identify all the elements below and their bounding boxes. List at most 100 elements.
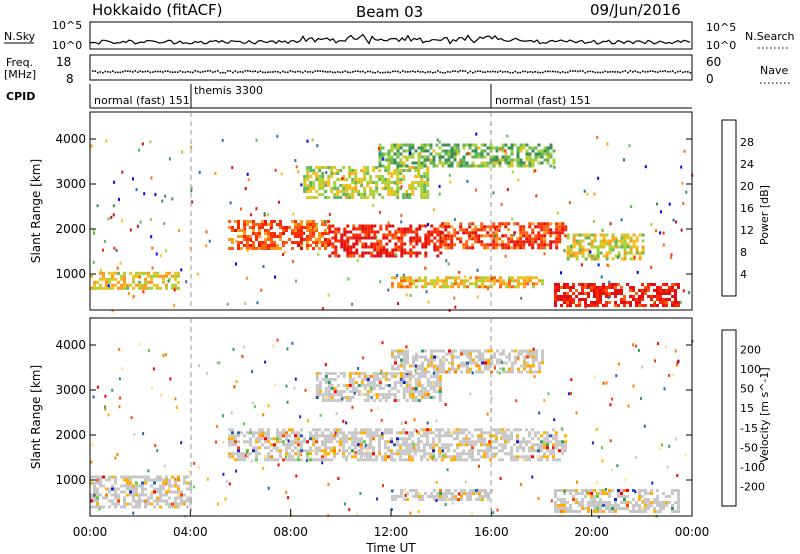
echo-cell xyxy=(444,222,448,226)
echo-cell xyxy=(614,501,617,504)
echo-cell xyxy=(444,243,448,247)
echo-cell xyxy=(372,434,375,438)
echo-cell xyxy=(602,236,606,240)
echo-cell xyxy=(262,413,265,417)
echo-cell xyxy=(543,452,546,456)
echo-cell xyxy=(466,367,469,371)
echo-cell xyxy=(450,234,454,238)
freq-point xyxy=(624,70,627,72)
echo-cell xyxy=(330,378,334,381)
echo-cell xyxy=(487,287,489,291)
echo-cell xyxy=(513,143,517,147)
echo-cell xyxy=(444,234,448,238)
freq-point xyxy=(582,70,584,72)
echo-cell xyxy=(390,455,393,459)
freq-point xyxy=(354,70,357,72)
echo-cell xyxy=(414,396,418,399)
freq-point xyxy=(172,71,174,74)
echo-cell xyxy=(677,286,680,289)
echo-cell xyxy=(360,181,364,184)
echo-cell xyxy=(566,286,569,289)
echo-cell xyxy=(324,440,327,444)
echo-cell xyxy=(126,484,129,488)
echo-cell xyxy=(174,283,177,287)
echo-cell xyxy=(414,446,417,450)
echo-cell xyxy=(347,277,350,281)
echo-cell xyxy=(120,484,123,488)
echo-cell xyxy=(590,489,593,492)
echo-cell xyxy=(417,169,421,172)
echo-cell xyxy=(493,352,496,356)
echo-cell xyxy=(221,138,224,142)
echo-cell xyxy=(535,349,538,353)
echo-cell xyxy=(596,292,599,295)
echo-cell xyxy=(316,223,318,227)
echo-cell xyxy=(391,254,395,258)
echo-cell xyxy=(378,452,381,456)
echo-cell xyxy=(477,452,480,456)
echo-cell xyxy=(563,510,566,513)
freq-point xyxy=(524,70,527,73)
echo-cell xyxy=(620,257,624,261)
echo-cell xyxy=(609,222,612,226)
echo-cell xyxy=(557,498,560,501)
echo-cell xyxy=(362,356,365,360)
echo-cell xyxy=(363,440,366,444)
echo-cell xyxy=(117,286,120,290)
echo-cell xyxy=(540,440,543,444)
echo-cell xyxy=(396,149,400,153)
echo-cell xyxy=(532,364,535,368)
echo-cell xyxy=(614,504,617,507)
echo-cell xyxy=(378,164,382,168)
echo-cell xyxy=(240,235,243,238)
echo-cell xyxy=(444,455,447,459)
freq-point xyxy=(522,70,524,73)
echo-cell xyxy=(354,181,358,184)
echo-cell xyxy=(93,490,96,494)
echo-cell xyxy=(629,257,633,261)
echo-cell xyxy=(677,507,680,510)
echo-cell xyxy=(441,428,444,432)
echo-cell xyxy=(378,193,382,196)
colorbar-tick-label: -15 xyxy=(740,422,758,435)
echo-cell xyxy=(258,229,261,232)
echo-cell xyxy=(602,501,605,504)
echo-cell xyxy=(441,446,444,450)
echo-cell xyxy=(438,455,441,459)
echo-cell xyxy=(408,193,412,196)
echo-cell xyxy=(285,458,288,462)
echo-cell xyxy=(606,263,609,267)
echo-cell xyxy=(462,246,466,250)
echo-cell xyxy=(384,384,388,387)
echo-cell xyxy=(421,367,424,371)
echo-cell xyxy=(584,301,587,304)
freq-point xyxy=(139,70,142,72)
echo-cell xyxy=(343,227,347,231)
echo-cell xyxy=(152,367,155,371)
echo-cell xyxy=(309,226,312,229)
echo-cell xyxy=(107,284,110,288)
echo-cell xyxy=(602,489,605,492)
echo-cell xyxy=(141,481,144,485)
echo-cell xyxy=(315,229,318,232)
echo-cell xyxy=(540,237,544,241)
echo-cell xyxy=(270,235,273,238)
echo-cell xyxy=(141,286,144,290)
freq-point xyxy=(564,71,567,74)
echo-cell xyxy=(282,252,285,256)
echo-cell xyxy=(351,169,355,172)
echo-cell xyxy=(342,434,345,438)
echo-cell xyxy=(531,446,534,450)
echo-cell xyxy=(587,248,591,252)
colorbar-tick-label: -200 xyxy=(740,480,765,493)
echo-cell xyxy=(294,377,297,381)
echo-cell xyxy=(602,286,605,289)
echo-cell xyxy=(261,223,264,226)
echo-cell xyxy=(549,240,553,244)
power-ylabel: Slant Range [km] xyxy=(29,159,43,263)
freq-point xyxy=(644,71,647,73)
echo-cell xyxy=(593,257,597,261)
echo-cell xyxy=(318,387,322,390)
echo-cell xyxy=(417,152,421,156)
echo-cell xyxy=(555,222,559,226)
